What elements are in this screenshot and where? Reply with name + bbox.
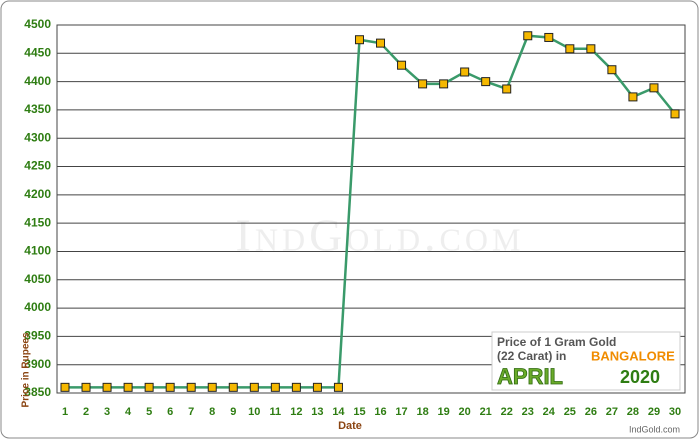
x-tick-label: 9	[230, 406, 236, 418]
point-marker	[460, 67, 470, 77]
point-marker	[607, 65, 617, 75]
point-marker	[333, 382, 343, 392]
x-tick-label: 25	[564, 406, 576, 418]
point-marker	[418, 79, 428, 89]
point-marker	[586, 44, 596, 54]
x-tick-label: 19	[437, 406, 449, 418]
x-axis-title: Date	[338, 420, 362, 432]
y-tick-label: 4300	[24, 130, 51, 144]
y-tick-label: 4150	[24, 215, 51, 229]
x-tick-label: 28	[627, 406, 639, 418]
point-marker	[270, 382, 280, 392]
point-marker	[628, 92, 638, 102]
point-marker	[523, 31, 533, 41]
point-marker	[249, 382, 259, 392]
point-marker	[481, 77, 491, 87]
x-tick-label: 18	[416, 406, 428, 418]
y-axis-title: Price in Rupees	[21, 332, 32, 407]
x-tick-label: 4	[125, 406, 132, 418]
x-tick-label: 15	[353, 406, 365, 418]
legend-city: BANGALORE	[591, 348, 675, 363]
point-marker	[544, 32, 554, 42]
x-tick-label: 20	[459, 406, 471, 418]
x-tick-label: 27	[606, 406, 618, 418]
x-tick-label: 29	[648, 406, 660, 418]
point-marker	[81, 382, 91, 392]
x-tick-label: 30	[669, 406, 681, 418]
point-marker	[102, 382, 112, 392]
legend-box	[491, 331, 681, 391]
point-marker	[354, 35, 364, 45]
footer: IndGold.com	[629, 424, 680, 434]
x-tick-label: 10	[248, 406, 260, 418]
point-marker	[291, 382, 301, 392]
y-tick-label: 4400	[24, 74, 51, 88]
point-marker	[144, 382, 154, 392]
point-marker	[165, 382, 175, 392]
y-tick-label: 4050	[24, 272, 51, 286]
x-tick-label: 6	[167, 406, 173, 418]
point-marker	[376, 38, 386, 48]
x-tick-label: 11	[270, 406, 282, 418]
x-tick-label: 23	[522, 406, 534, 418]
x-tick-label: 14	[332, 406, 345, 418]
plot-border	[56, 24, 686, 394]
y-tick-label: 3850	[24, 385, 51, 399]
point-marker	[565, 44, 575, 54]
x-tick-label: 8	[209, 406, 215, 418]
x-tick-label: 5	[146, 406, 152, 418]
x-tick-label: 7	[188, 406, 194, 418]
y-tick-label: 4250	[24, 159, 51, 173]
legend-month: APRIL	[497, 364, 563, 389]
y-tick-label: 4200	[24, 187, 51, 201]
point-marker	[502, 84, 512, 94]
y-tick-label: 4450	[24, 45, 51, 59]
x-tick-label: 22	[501, 406, 513, 418]
y-tick-label: 3950	[24, 329, 51, 343]
point-marker	[649, 83, 659, 93]
legend-line1: Price of 1 Gram Gold	[497, 335, 616, 349]
x-tick-label: 1	[62, 406, 68, 418]
x-tick-label: 3	[104, 406, 110, 418]
point-marker	[439, 79, 449, 89]
x-tick-label: 21	[480, 406, 492, 418]
legend-year: 2020	[620, 367, 660, 387]
x-tick-label: 26	[585, 406, 597, 418]
y-tick-label: 4500	[24, 17, 51, 31]
point-marker	[123, 382, 133, 392]
x-tick-label: 24	[543, 406, 556, 418]
x-tick-label: 2	[83, 406, 89, 418]
legend-line2: (22 Carat) in	[497, 349, 566, 363]
point-marker	[60, 382, 70, 392]
point-marker	[228, 382, 238, 392]
point-marker	[312, 382, 322, 392]
y-tick-label: 4000	[24, 300, 51, 314]
x-tick-label: 17	[395, 406, 407, 418]
watermark: IndGold.com	[236, 210, 525, 261]
point-marker	[670, 109, 680, 119]
point-marker	[186, 382, 196, 392]
y-tick-label: 4100	[24, 244, 51, 258]
x-tick-label: 13	[311, 406, 323, 418]
point-marker	[207, 382, 217, 392]
x-tick-label: 16	[374, 406, 386, 418]
point-marker	[397, 60, 407, 70]
y-tick-label: 4350	[24, 102, 51, 116]
x-tick-label: 12	[290, 406, 302, 418]
y-tick-label: 3900	[24, 357, 51, 371]
